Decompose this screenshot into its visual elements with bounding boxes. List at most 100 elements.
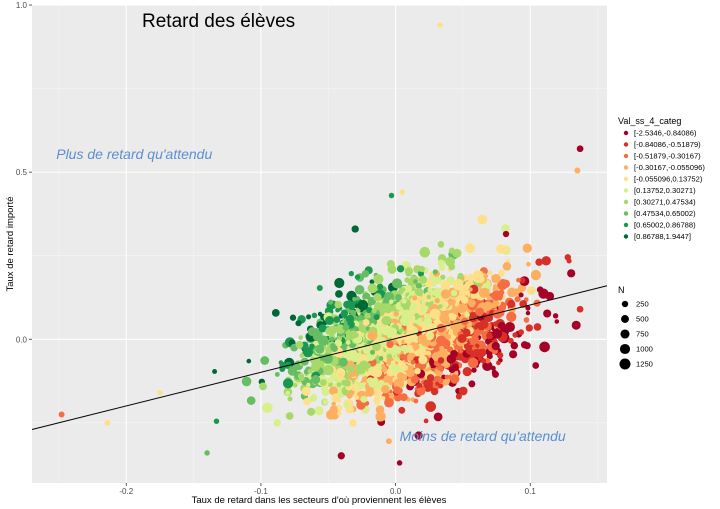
data-point: [439, 313, 450, 324]
data-point: [422, 252, 428, 258]
data-point: [576, 305, 584, 313]
data-point: [380, 395, 386, 401]
data-point: [289, 314, 297, 321]
data-point: [328, 386, 338, 396]
data-point: [437, 22, 443, 28]
data-point: [552, 313, 559, 319]
data-point: [543, 309, 552, 318]
data-point: [340, 311, 348, 318]
data-point: [474, 343, 480, 349]
data-point: [415, 282, 423, 290]
data-point: [369, 349, 376, 355]
color-legend-label: [0.13752,0.30271): [634, 186, 696, 195]
color-legend-label: [-0.84086,-0.51879): [634, 140, 701, 149]
data-point: [335, 367, 346, 378]
data-point: [157, 389, 163, 396]
data-point: [567, 269, 576, 278]
data-point: [331, 401, 336, 407]
data-point: [507, 287, 517, 298]
data-point: [378, 356, 384, 361]
data-point: [497, 321, 506, 330]
data-point: [414, 431, 423, 440]
data-point: [348, 270, 354, 277]
data-point: [576, 145, 584, 153]
data-point: [464, 312, 470, 318]
data-point: [368, 378, 378, 388]
size-legend-swatch: [619, 358, 631, 370]
data-point: [375, 411, 386, 422]
data-point: [525, 324, 533, 332]
data-point: [364, 362, 371, 369]
data-point: [314, 406, 324, 416]
data-point: [532, 362, 540, 369]
data-point: [369, 279, 375, 285]
data-point: [58, 411, 65, 418]
data-point: [477, 214, 488, 225]
data-point: [437, 357, 445, 364]
data-point: [329, 405, 338, 414]
data-point: [404, 277, 411, 283]
data-point: [518, 292, 524, 298]
data-point: [381, 384, 390, 394]
data-point: [392, 278, 403, 289]
data-point: [360, 395, 368, 403]
panel-background: [32, 5, 607, 483]
data-point: [536, 286, 544, 294]
data-point: [404, 284, 413, 293]
data-point: [330, 344, 338, 353]
data-point: [299, 375, 305, 381]
data-point: [309, 343, 315, 349]
data-point: [361, 270, 370, 278]
data-point: [372, 342, 381, 352]
data-point: [381, 327, 390, 336]
data-point: [418, 265, 425, 273]
data-point: [418, 355, 428, 365]
data-point: [282, 378, 294, 389]
data-point: [423, 317, 432, 326]
data-point: [469, 284, 479, 294]
data-point: [334, 339, 343, 348]
data-point: [295, 320, 302, 327]
data-point: [441, 306, 447, 312]
data-point: [448, 247, 456, 254]
data-point: [404, 267, 414, 276]
data-point: [518, 329, 524, 336]
data-point: [525, 310, 531, 316]
data-point: [307, 407, 316, 416]
size-legend-title: N: [618, 285, 625, 295]
data-point: [473, 325, 479, 330]
data-point: [428, 333, 434, 339]
data-point: [445, 333, 451, 340]
data-point: [378, 379, 385, 386]
size-legend-label: 750: [636, 330, 649, 339]
data-point: [413, 398, 419, 404]
data-point: [500, 245, 509, 254]
data-point: [310, 362, 321, 372]
color-legend-swatch: [623, 130, 629, 136]
data-point: [285, 390, 291, 396]
data-point: [413, 279, 418, 284]
data-point: [574, 167, 581, 174]
data-point: [406, 368, 415, 377]
data-point: [306, 314, 312, 320]
color-legend-swatch: [623, 153, 629, 159]
data-point: [358, 314, 365, 321]
data-point: [488, 302, 494, 308]
data-point: [321, 388, 330, 397]
data-point: [502, 262, 512, 271]
size-legend-swatch: [621, 315, 629, 323]
data-point: [325, 377, 332, 384]
data-point: [325, 316, 334, 325]
data-point: [273, 419, 282, 427]
x-axis-title: Taux de retard dans les secteurs d'où pr…: [192, 495, 447, 506]
data-point: [323, 364, 334, 376]
data-point: [293, 383, 298, 388]
data-point: [213, 418, 220, 424]
data-point: [458, 386, 468, 396]
data-point: [381, 315, 391, 326]
data-point: [440, 280, 450, 290]
data-point: [349, 419, 357, 427]
data-point: [462, 367, 472, 377]
data-point: [492, 328, 503, 339]
